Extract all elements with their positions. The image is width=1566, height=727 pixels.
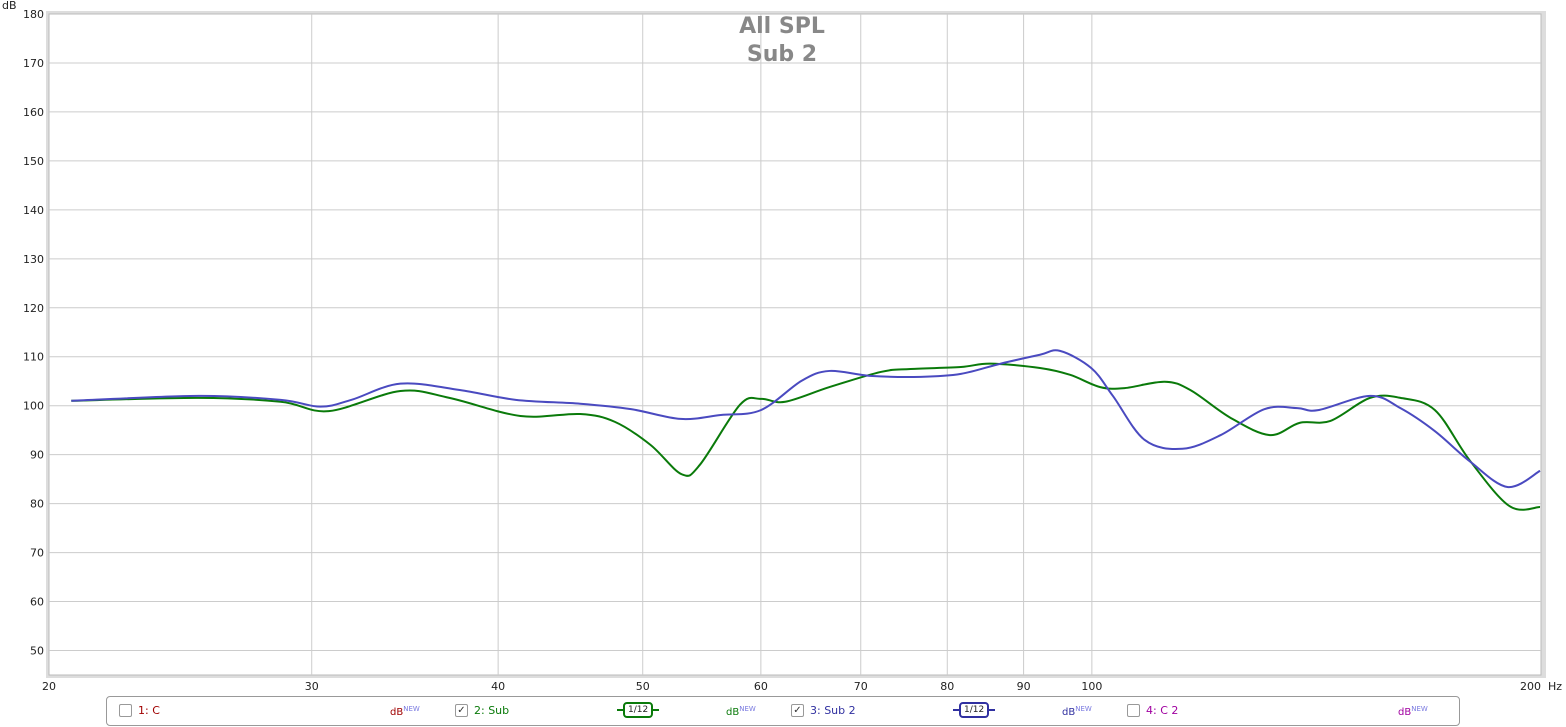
x-tick-label: 100 (1081, 680, 1102, 693)
x-tick-label: 60 (754, 680, 768, 693)
checkbox-c[interactable] (119, 704, 132, 717)
y-axis-label: dB (2, 0, 17, 12)
db-button-sub-2[interactable]: dBNEW (1062, 705, 1092, 718)
legend-label: 1: C (138, 704, 160, 717)
checkbox-sub[interactable]: ✓ (455, 704, 468, 717)
legend-label: 3: Sub 2 (810, 704, 856, 717)
y-tick-label: 80 (30, 498, 44, 511)
db-button-c[interactable]: dBNEW (390, 705, 420, 718)
legend-item-sub[interactable]: ✓ 2: Sub (455, 704, 509, 717)
legend-item-sub-2[interactable]: ✓ 3: Sub 2 (791, 704, 856, 717)
legend-bar: 1: C dBNEW ✓ 2: Sub 1/12 dBNEW ✓ 3: Sub … (106, 696, 1460, 726)
y-tick-label: 180 (23, 8, 44, 21)
x-tick-label: 90 (1017, 680, 1031, 693)
y-tick-label: 100 (23, 400, 44, 413)
x-tick-label: 30 (305, 680, 319, 693)
x-tick-label: 20 (42, 680, 56, 693)
chart-title: All SPL (739, 14, 825, 39)
x-tick-label: 70 (854, 680, 868, 693)
chart-subtitle: Sub 2 (747, 42, 817, 67)
x-axis-unit: Hz (1548, 680, 1562, 693)
y-tick-label: 90 (30, 449, 44, 462)
db-button-c-2[interactable]: dBNEW (1398, 705, 1428, 718)
y-tick-label: 60 (30, 596, 44, 609)
x-tick-label: 40 (491, 680, 505, 693)
checkbox-sub-2[interactable]: ✓ (791, 704, 804, 717)
x-tick-label: 50 (636, 680, 650, 693)
y-tick-label: 120 (23, 302, 44, 315)
db-button-sub[interactable]: dBNEW (726, 705, 756, 718)
y-tick-label: 170 (23, 57, 44, 70)
checkbox-c-2[interactable] (1127, 704, 1140, 717)
y-tick-label: 160 (23, 106, 44, 119)
smoothing-button-sub-2[interactable]: 1/12 (953, 702, 996, 718)
plot-area (48, 13, 1542, 676)
y-tick-label: 50 (30, 645, 44, 658)
y-tick-label: 140 (23, 204, 44, 217)
legend-item-c[interactable]: 1: C (119, 704, 160, 717)
legend-item-c-2[interactable]: 4: C 2 (1127, 704, 1178, 717)
series-line-3-sub-2 (71, 349, 1541, 488)
y-tick-label: 110 (23, 351, 44, 364)
series-line-2-sub (71, 362, 1541, 511)
chart[interactable]: dB All SPL Sub 2 Hz 50 60 70 80 90 100 110 120 1… (0, 0, 1566, 695)
x-tick-label: 200 (1520, 680, 1541, 693)
legend-label: 4: C 2 (1146, 704, 1179, 717)
y-tick-label: 70 (30, 547, 44, 560)
legend-label: 2: Sub (474, 704, 510, 717)
smoothing-button-sub[interactable]: 1/12 (617, 702, 660, 718)
y-tick-label: 130 (23, 253, 44, 266)
y-tick-label: 150 (23, 155, 44, 168)
x-tick-label: 80 (940, 680, 954, 693)
